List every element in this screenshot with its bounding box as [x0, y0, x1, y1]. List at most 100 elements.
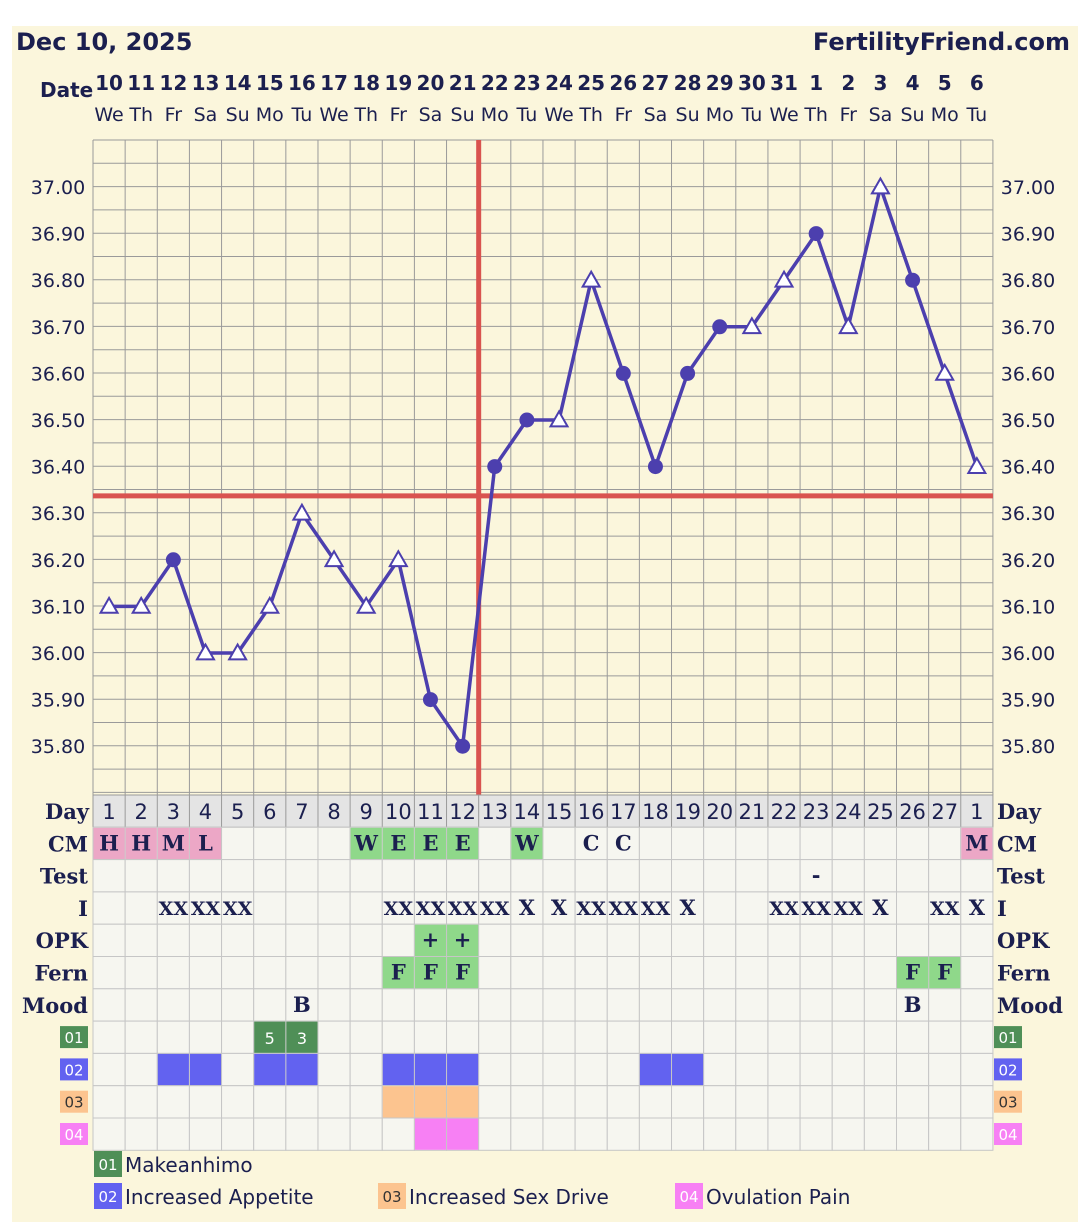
table-cell [896, 891, 930, 925]
table-cell [735, 988, 769, 1022]
table-cell [928, 923, 962, 958]
table-cell-filled [672, 1053, 704, 1086]
table-cell [960, 988, 994, 1022]
table-cell [156, 1117, 190, 1151]
table-cell [799, 923, 833, 958]
table-cell [221, 956, 255, 990]
date-label: 31 [770, 71, 798, 95]
temp-point-filled [680, 365, 696, 381]
table-cell [928, 1085, 962, 1119]
table-cell [381, 988, 415, 1022]
table-cell [156, 859, 190, 893]
y-tick-label-right: 36.40 [1001, 457, 1055, 479]
row-label-left: I [78, 896, 88, 921]
table-cell [928, 1052, 962, 1087]
legend-label: Makeanhimo [125, 1153, 253, 1177]
y-tick-label-left: 37.00 [31, 177, 85, 199]
table-cell [671, 1020, 705, 1054]
table-cell [767, 956, 801, 990]
weekday-label: Fr [390, 104, 408, 126]
table-cell [510, 1052, 544, 1087]
table-cell [221, 988, 255, 1022]
row-label-right: CM [997, 831, 1037, 856]
symptom-code-left-bg [60, 1123, 88, 1145]
date-label: 30 [738, 71, 766, 95]
table-cell-filled [350, 827, 382, 860]
table-cell-filled [125, 827, 157, 860]
table-cell [349, 923, 383, 958]
table-cell [831, 956, 865, 990]
table-cell [799, 988, 833, 1022]
table-cell [703, 1117, 737, 1151]
date-label: 20 [417, 71, 445, 95]
table-cell [671, 988, 705, 1022]
table-cell [413, 891, 448, 925]
brand-name: FertilityFriend.com [812, 28, 1070, 56]
table-cell-value: W [353, 830, 378, 855]
table-cell [638, 988, 673, 1022]
temp-point-filled [455, 738, 471, 754]
table-cell-value: XX [384, 898, 414, 920]
table-cell [253, 923, 287, 958]
table-cell [221, 826, 255, 861]
table-cell-value: XX [769, 898, 799, 920]
table-cell-value: XX [576, 898, 606, 920]
table-cell [703, 988, 737, 1022]
table-cell [928, 1117, 962, 1151]
table-cell [606, 956, 640, 990]
legend-swatch [675, 1183, 703, 1209]
y-tick-label-left: 36.20 [31, 550, 85, 572]
temp-point-open [98, 595, 120, 614]
weekday-label: We [769, 104, 798, 126]
symptom-code-left: 03 [64, 1094, 83, 1112]
table-cell [606, 923, 640, 958]
temp-point-open [195, 642, 216, 661]
cycle-day-label: 4 [199, 800, 212, 824]
weekday-label: Th [803, 104, 828, 126]
table-cell [478, 1052, 512, 1087]
table-cell [896, 1085, 930, 1119]
table-cell [188, 1085, 223, 1119]
table-cell-value: E [390, 830, 406, 855]
y-tick-label-right: 35.80 [1001, 736, 1055, 758]
temp-point-filled [519, 412, 535, 428]
table-cell [831, 1085, 865, 1119]
table-cell [671, 956, 705, 990]
table-cell-value: X [679, 895, 696, 920]
cycle-day-label: 2 [135, 800, 148, 824]
table-cell [478, 859, 512, 893]
weekday-label: We [94, 104, 123, 126]
table-cell [928, 859, 962, 893]
y-tick-label-right: 36.10 [1001, 596, 1055, 618]
table-cell [349, 1117, 383, 1151]
table-cell [156, 956, 190, 990]
cycle-day-label: 15 [546, 800, 573, 824]
chart-date-title: Dec 10, 2025 [16, 28, 193, 56]
date-label: 25 [577, 71, 605, 95]
table-cell [606, 1020, 640, 1054]
date-label: 15 [256, 71, 284, 95]
table-cell-value: F [391, 960, 406, 985]
table-cell-value: XX [416, 898, 446, 920]
table-cell [928, 988, 962, 1022]
row-label-right: OPK [997, 928, 1050, 953]
table-cell [253, 956, 287, 990]
table-cell-value: M [162, 830, 185, 855]
table-cell [253, 1117, 287, 1151]
table-cell [124, 1052, 158, 1087]
temp-point-filled [647, 459, 663, 475]
cycle-day-label: 10 [385, 800, 412, 824]
table-cell-value: E [455, 830, 471, 855]
temp-point-filled [905, 272, 921, 288]
table-cell [124, 1117, 158, 1151]
table-cell-filled [414, 827, 447, 860]
temp-point-open [259, 595, 280, 614]
table-cell-filled [414, 1053, 447, 1086]
table-cell [831, 891, 865, 925]
table-cell [735, 956, 769, 990]
row-label-right: Mood [997, 993, 1063, 1018]
table-cell [671, 859, 705, 893]
table-cell-filled [189, 827, 222, 860]
table-cell [831, 1052, 865, 1087]
table-cell [349, 859, 383, 893]
